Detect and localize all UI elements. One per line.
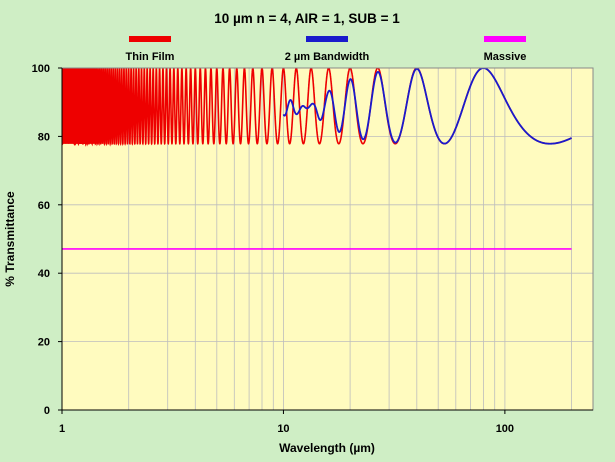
x-tick-label: 10 xyxy=(277,423,289,435)
y-tick-label: 0 xyxy=(44,405,50,417)
axes: 0 20 40 60 80 100 1 10 100 xyxy=(32,63,594,435)
y-tick-label: 40 xyxy=(38,268,50,280)
legend-swatch-massive xyxy=(484,36,526,42)
legend-label-2um-bandwidth: 2 µm Bandwidth xyxy=(285,51,370,63)
y-tick-label: 100 xyxy=(32,63,50,75)
y-axis-label: % Transmittance xyxy=(3,191,17,287)
chart-title: 10 µm n = 4, AIR = 1, SUB = 1 xyxy=(214,11,400,26)
series-line-2um-bandwidth xyxy=(282,68,572,145)
y-tick-label: 80 xyxy=(38,131,50,143)
x-axis-label: Wavelength (µm) xyxy=(279,441,375,455)
legend-label-thin-film: Thin Film xyxy=(126,51,175,63)
legend-swatch-2um-bandwidth xyxy=(306,36,348,42)
x-tick-label: 100 xyxy=(496,423,514,435)
legend: Thin Film 2 µm Bandwidth Massive xyxy=(126,36,527,63)
legend-label-massive: Massive xyxy=(484,51,527,63)
y-tick-label: 60 xyxy=(38,200,50,212)
x-tick-label: 1 xyxy=(59,423,65,435)
legend-swatch-thin-film xyxy=(129,36,171,42)
y-tick-label: 20 xyxy=(38,337,50,349)
series-group xyxy=(62,68,572,250)
